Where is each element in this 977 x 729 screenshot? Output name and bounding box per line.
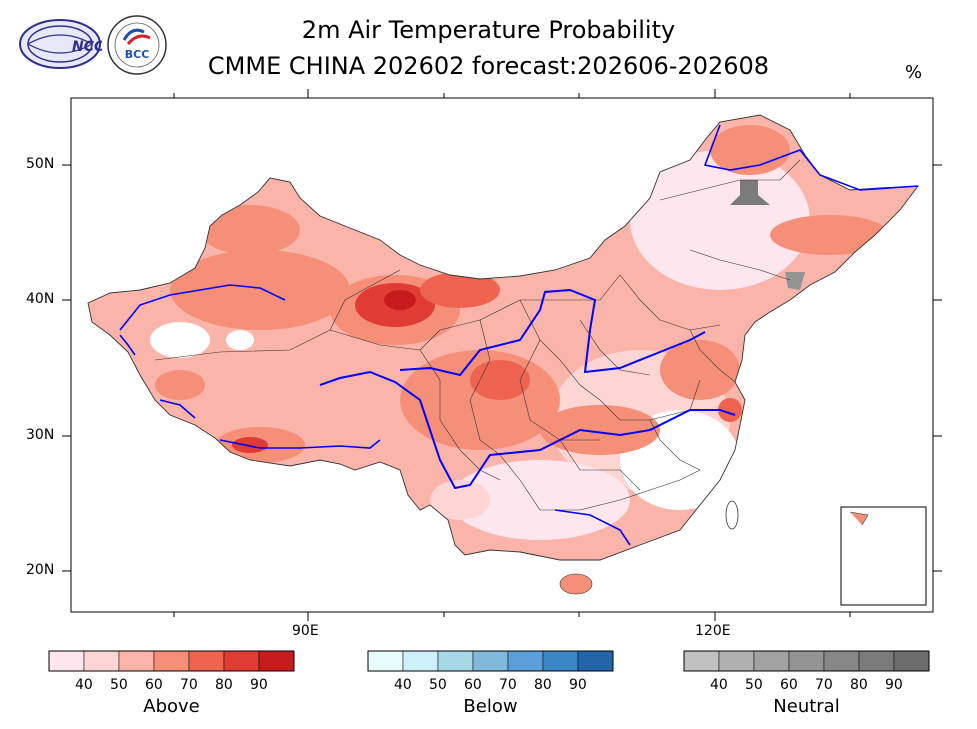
- y-label-40n: 40N: [26, 291, 55, 307]
- colorbar-below-tick: 80: [534, 677, 552, 693]
- y-label-30n: 30N: [26, 427, 55, 443]
- colorbar-below-tick: 60: [464, 677, 482, 693]
- x-label-90e: 90E: [292, 623, 319, 639]
- colorbar-above-tick: 90: [250, 677, 268, 693]
- colorbar-neutral-tick: 90: [885, 677, 903, 693]
- colorbar-neutral-tick: 70: [815, 677, 833, 693]
- colorbar-above-tick: 60: [145, 677, 163, 693]
- bcc-logo: BCC: [106, 14, 168, 80]
- colorbar-below-tick: 70: [499, 677, 517, 693]
- colorbar-above-tick: 80: [215, 677, 233, 693]
- colorbar-above-tick: 50: [110, 677, 128, 693]
- colorbar-neutral-tick: 80: [850, 677, 868, 693]
- ncc-logo-text: NCC: [72, 39, 102, 55]
- hainan-island: [559, 573, 593, 595]
- title-line-2: CMME CHINA 202602 forecast:202606-202608: [207, 52, 770, 80]
- bcc-logo-text: BCC: [125, 48, 150, 61]
- colorbar-neutral-tick: 60: [780, 677, 798, 693]
- south-china-sea-inset: [840, 506, 927, 606]
- colorbar-below-tick: 50: [429, 677, 447, 693]
- colorbar-above-label: Above: [143, 696, 200, 717]
- taiwan-island: [725, 500, 739, 530]
- inset-coast: [849, 511, 869, 526]
- colorbar-neutral-tick: 50: [745, 677, 763, 693]
- province-boundaries: [87, 114, 919, 561]
- title-line-1: 2m Air Temperature Probability: [301, 16, 676, 44]
- colorbar-below-label: Below: [463, 696, 518, 717]
- axis-ticks: [62, 89, 942, 621]
- x-label-120e: 120E: [695, 623, 731, 639]
- colorbar-above-tick: 40: [75, 677, 93, 693]
- colorbar-above-tick: 70: [180, 677, 198, 693]
- colorbar-below-tick: 90: [569, 677, 587, 693]
- y-label-20n: 20N: [26, 562, 55, 578]
- colorbar-neutral-tick: 40: [710, 677, 728, 693]
- y-label-50n: 50N: [26, 156, 55, 172]
- unit-label: %: [905, 62, 923, 83]
- colorbar-below-tick: 40: [394, 677, 412, 693]
- rivers: [119, 124, 919, 546]
- ncc-logo: NCC: [18, 14, 105, 74]
- colorbar-neutral-label: Neutral: [773, 696, 840, 717]
